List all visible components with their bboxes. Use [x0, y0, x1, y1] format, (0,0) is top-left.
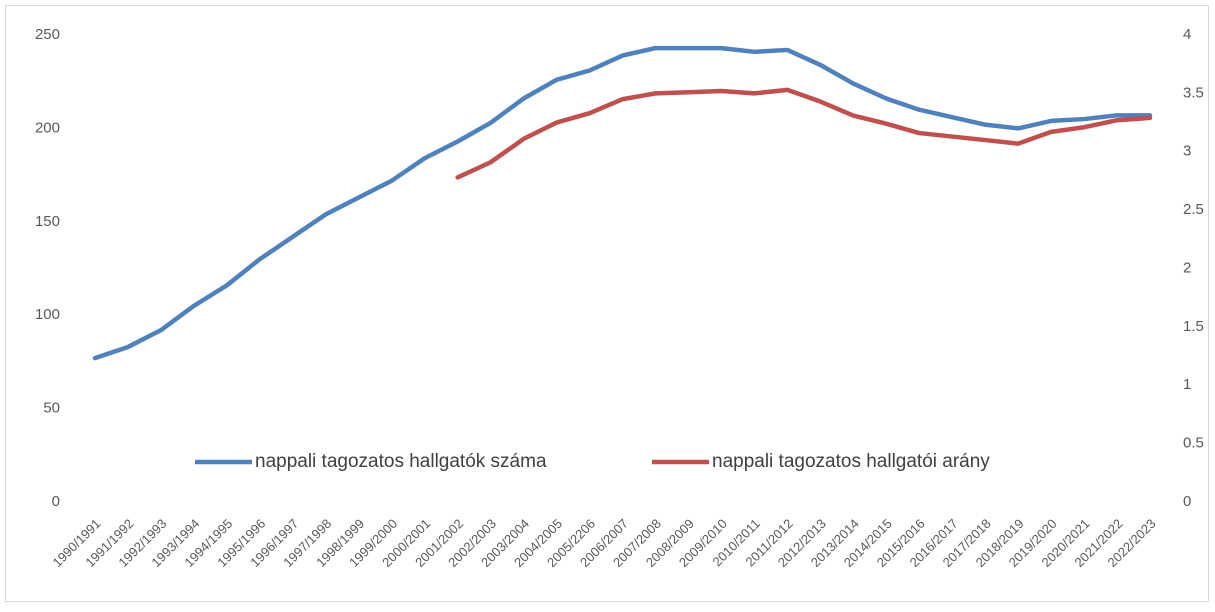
chart-frame [5, 5, 1209, 602]
y-tick-label: 0 [52, 493, 60, 510]
y-tick-label: 250 [35, 26, 60, 43]
y2-tick-label: 2 [1183, 259, 1191, 276]
series-line [455, 87, 1153, 180]
y2-tick-label: 4 [1183, 26, 1191, 43]
y2-tick-label: 3 [1183, 143, 1191, 160]
y-tick-label: 100 [35, 306, 60, 323]
y2-tick-label: 1.5 [1183, 318, 1204, 335]
series-line [92, 45, 1153, 361]
y-tick-label: 50 [43, 400, 60, 417]
y2-tick-label: 1 [1183, 376, 1191, 393]
legend-text: nappali tagozatos hallgatói arány [712, 451, 990, 472]
y2-tick-label: 3.5 [1183, 84, 1204, 101]
y-tick-label: 150 [35, 213, 60, 230]
legend-text: nappali tagozatos hallgatók száma [255, 451, 547, 472]
y2-tick-label: 2.5 [1183, 201, 1204, 218]
y2-tick-label: 0 [1183, 493, 1191, 510]
y-tick-label: 200 [35, 119, 60, 136]
y2-tick-label: 0.5 [1183, 435, 1204, 452]
